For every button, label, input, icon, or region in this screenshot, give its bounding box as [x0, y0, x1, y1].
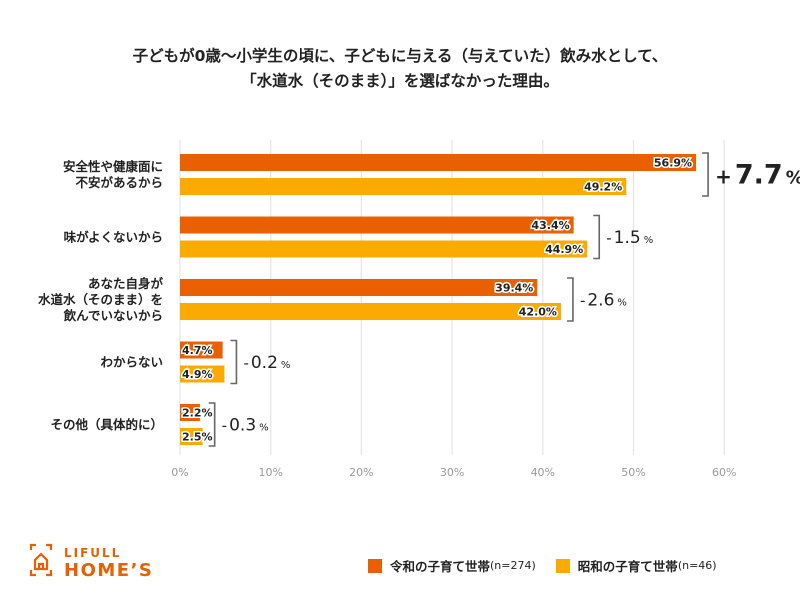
value-label: 2.2% [182, 407, 213, 420]
bar-showa [180, 178, 627, 195]
bracket [702, 152, 709, 197]
value-label: 44.9% [545, 243, 583, 256]
x-tick-label: 20% [349, 466, 373, 479]
difference-unit: % [259, 423, 269, 434]
difference-unit: % [617, 298, 627, 309]
legend-label-reiwa: 令和の子育て世帯 [390, 559, 491, 574]
difference-value: 0.2 [251, 353, 278, 373]
x-tick-label: 10% [258, 466, 282, 479]
bracket [230, 339, 238, 385]
x-tick-label: 40% [531, 466, 555, 479]
value-label: 43.4% [531, 219, 569, 232]
chart-title: 子どもが0歳～小学生の頃に、子どもに与える（与えていた）飲み水として、 「水道水… [0, 44, 800, 94]
legend-n-reiwa: (n=274) [490, 559, 536, 572]
chart-title-line-2: 「水道水（そのまま）」を選ばなかった理由。 [241, 72, 559, 90]
category-label: あなた自身が [88, 276, 164, 291]
category-label: 水道水（そのまま）を [38, 292, 163, 307]
bar-reiwa [180, 404, 200, 421]
bracket [566, 277, 574, 322]
difference-value: 1.5 [614, 228, 641, 248]
category-label: わからない [100, 355, 163, 370]
category-label: 不安があるから [75, 175, 163, 190]
category-label: その他（具体的に） [50, 417, 163, 432]
chart-title-line-1: 子どもが0歳～小学生の頃に、子どもに与える（与えていた）飲み水として、 [132, 47, 668, 65]
category-label: 安全性や健康面に [63, 159, 163, 174]
difference-value: 2.6 [587, 291, 614, 311]
difference-sign: - [243, 354, 248, 372]
bracket [208, 402, 216, 447]
bar-reiwa [180, 154, 697, 171]
bar-showa [180, 240, 588, 258]
difference-sign: - [222, 417, 227, 435]
bar-showa [180, 303, 561, 320]
difference-sign: - [580, 292, 585, 310]
bar-reiwa [180, 279, 538, 296]
legend-label-showa: 昭和の子育て世帯 [577, 559, 678, 574]
x-tick-label: 50% [621, 466, 645, 479]
value-label: 42.0% [519, 306, 557, 319]
difference-sign: + [715, 165, 732, 189]
value-label: 4.7% [182, 344, 213, 357]
value-label: 39.4% [495, 282, 533, 295]
legend-n-showa: (n=46) [677, 559, 717, 572]
bar-showa [180, 365, 225, 383]
x-tick-label: 0% [171, 466, 188, 479]
difference-label: -0.3% [222, 416, 269, 436]
x-axis-tick-labels: 0% 10% 20% 30% 40% 50% 60% [171, 466, 736, 479]
difference-unit: % [644, 235, 654, 246]
bar-showa [180, 428, 203, 445]
category-label: 飲んでいないから [63, 308, 163, 323]
legend: 令和の子育て世帯 (n=274) 昭和の子育て世帯 (n=46) [368, 556, 737, 575]
difference-value: 0.3 [229, 416, 256, 436]
legend-item-showa: 昭和の子育て世帯 (n=46) [555, 556, 717, 575]
legend-item-reiwa: 令和の子育て世帯 (n=274) [368, 556, 536, 575]
difference-label: -1.5% [606, 228, 653, 248]
bar-reiwa [180, 216, 574, 234]
difference-value: 7.7 [735, 160, 783, 191]
lifull-homes-logo: LIFULL HOME’S [28, 542, 168, 586]
value-label: 2.5% [182, 431, 213, 444]
difference-sign: - [606, 229, 611, 247]
difference-label: -2.6% [580, 291, 627, 311]
x-tick-label: 60% [712, 466, 736, 479]
logo-line-2: HOME’S [64, 560, 153, 581]
value-label: 49.2% [584, 181, 622, 194]
difference-unit: % [281, 360, 291, 371]
house-icon [29, 543, 53, 577]
difference-annotations: +7.7%-1.5%-2.6%-0.2%-0.3% [208, 152, 800, 447]
bars: 56.9% 49.2% 43.4% 44.9% 39.4% 42.0% 4.7% 4.9% 2.… [180, 154, 697, 445]
difference-label: +7.7% [715, 160, 800, 191]
bracket [593, 214, 601, 260]
value-label: 56.9% [654, 157, 692, 170]
value-label: 4.9% [182, 368, 213, 381]
legend-swatch-showa [555, 558, 570, 573]
logo-line-1: LIFULL [64, 546, 121, 560]
difference-label: -0.2% [243, 353, 290, 373]
x-tick-label: 30% [440, 466, 464, 479]
legend-swatch-reiwa [368, 558, 382, 573]
bar-reiwa [180, 341, 223, 359]
category-labels: 安全性や健康面に不安があるから味がよくないからあなた自身が水道水（そのまま）を飲… [38, 159, 164, 432]
difference-unit: % [786, 168, 800, 189]
category-label: 味がよくないから [64, 230, 163, 245]
